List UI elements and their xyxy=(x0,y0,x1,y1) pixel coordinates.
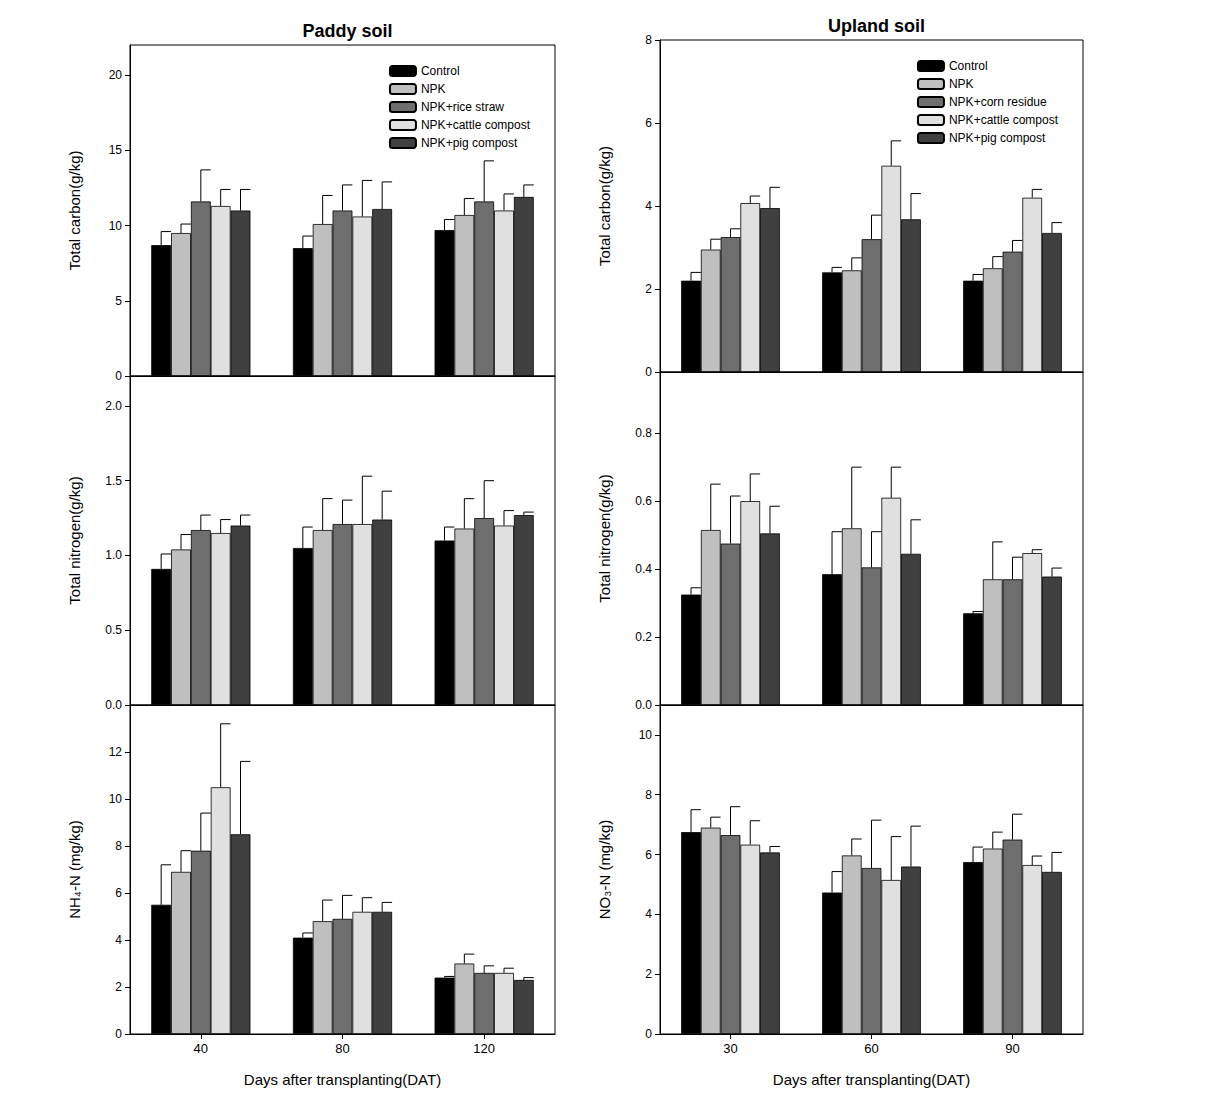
svg-text:8: 8 xyxy=(115,839,122,853)
svg-text:2: 2 xyxy=(645,282,652,296)
svg-text:15: 15 xyxy=(109,143,123,157)
svg-text:6: 6 xyxy=(645,848,652,862)
svg-text:0: 0 xyxy=(115,369,122,383)
svg-text:1.5: 1.5 xyxy=(105,474,122,488)
svg-text:0.4: 0.4 xyxy=(635,562,652,576)
svg-text:NPK+rice straw: NPK+rice straw xyxy=(421,100,504,114)
svg-text:Upland soil: Upland soil xyxy=(828,16,925,36)
svg-text:90: 90 xyxy=(1005,1041,1019,1056)
svg-text:Days after transplanting(DAT): Days after transplanting(DAT) xyxy=(773,1071,970,1088)
svg-text:8: 8 xyxy=(645,788,652,802)
svg-text:NPK: NPK xyxy=(949,77,974,91)
svg-text:0.6: 0.6 xyxy=(635,494,652,508)
svg-text:0.8: 0.8 xyxy=(635,426,652,440)
svg-text:Paddy soil: Paddy soil xyxy=(302,21,392,41)
svg-text:0.0: 0.0 xyxy=(105,698,122,712)
svg-text:NPK+cattle compost: NPK+cattle compost xyxy=(421,118,531,132)
svg-text:60: 60 xyxy=(864,1041,878,1056)
svg-text:NH₄-N (mg/kg): NH₄-N (mg/kg) xyxy=(66,820,83,919)
svg-text:1.0: 1.0 xyxy=(105,548,122,562)
svg-text:2.0: 2.0 xyxy=(105,399,122,413)
svg-text:Total carbon(g/kg): Total carbon(g/kg) xyxy=(66,150,83,270)
svg-text:NPK+corn residue: NPK+corn residue xyxy=(949,95,1047,109)
svg-text:0.5: 0.5 xyxy=(105,623,122,637)
svg-text:0.2: 0.2 xyxy=(635,630,652,644)
svg-text:0: 0 xyxy=(115,1027,122,1041)
svg-text:6: 6 xyxy=(645,116,652,130)
svg-text:NPK: NPK xyxy=(421,82,446,96)
svg-text:80: 80 xyxy=(335,1041,349,1056)
svg-text:0.0: 0.0 xyxy=(635,698,652,712)
svg-text:40: 40 xyxy=(194,1041,208,1056)
svg-text:0: 0 xyxy=(645,365,652,379)
svg-text:Total nitrogen(g/kg): Total nitrogen(g/kg) xyxy=(66,476,83,604)
svg-text:6: 6 xyxy=(115,886,122,900)
svg-text:NO₃-N (mg/kg): NO₃-N (mg/kg) xyxy=(596,820,613,919)
svg-text:NPK+pig compost: NPK+pig compost xyxy=(421,136,518,150)
svg-text:2: 2 xyxy=(115,980,122,994)
svg-text:2: 2 xyxy=(645,967,652,981)
svg-text:4: 4 xyxy=(115,933,122,947)
svg-text:NPK+pig compost: NPK+pig compost xyxy=(949,131,1046,145)
svg-text:Control: Control xyxy=(949,59,988,73)
svg-text:10: 10 xyxy=(639,728,653,742)
svg-text:Total nitrogen(g/kg): Total nitrogen(g/kg) xyxy=(596,474,613,602)
svg-text:5: 5 xyxy=(115,294,122,308)
svg-text:20: 20 xyxy=(109,68,123,82)
svg-text:NPK+cattle compost: NPK+cattle compost xyxy=(949,113,1059,127)
svg-text:0: 0 xyxy=(645,1027,652,1041)
svg-text:Control: Control xyxy=(421,64,460,78)
svg-text:10: 10 xyxy=(109,219,123,233)
svg-text:10: 10 xyxy=(109,792,123,806)
svg-text:4: 4 xyxy=(645,907,652,921)
svg-text:4: 4 xyxy=(645,199,652,213)
svg-text:30: 30 xyxy=(723,1041,737,1056)
svg-text:8: 8 xyxy=(645,33,652,47)
svg-text:120: 120 xyxy=(473,1041,495,1056)
svg-text:12: 12 xyxy=(109,745,123,759)
svg-text:Days after transplanting(DAT): Days after transplanting(DAT) xyxy=(244,1071,441,1088)
svg-text:Total carbon(g/kg): Total carbon(g/kg) xyxy=(596,146,613,266)
